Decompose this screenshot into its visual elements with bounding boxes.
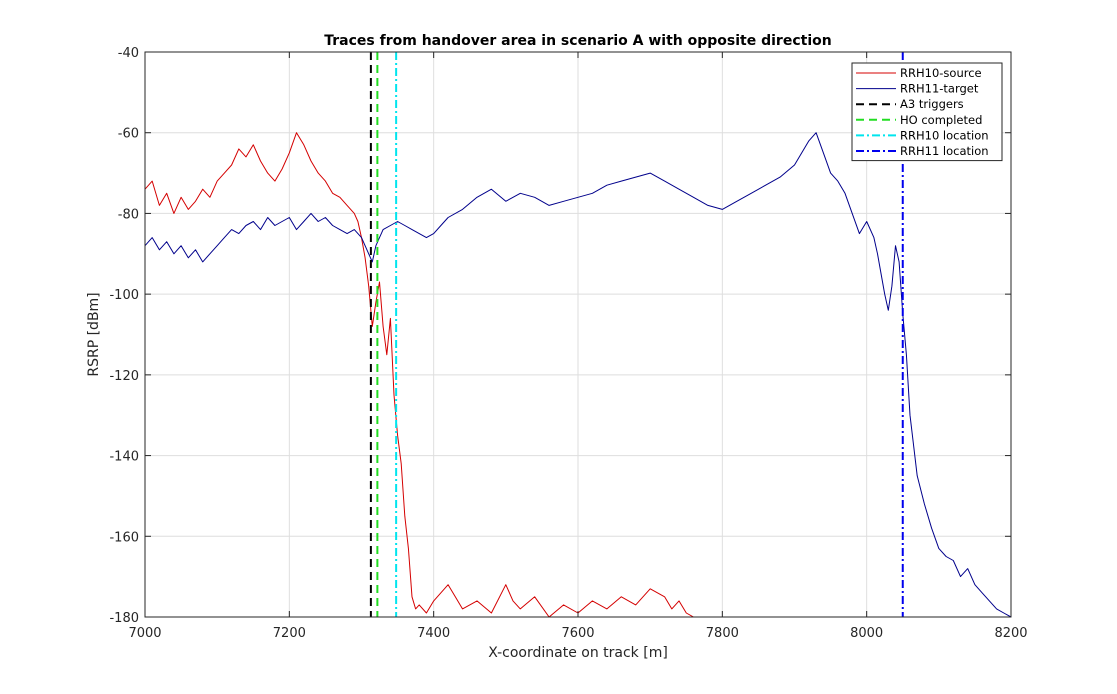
x-tick-label: 8200: [994, 626, 1027, 641]
x-tick-label: 8000: [850, 626, 883, 641]
legend-entry-label: A3 triggers: [900, 97, 964, 111]
y-tick-label: -180: [109, 611, 139, 626]
tick-labels: 7000 7200 7400 7600 7800 8000 8200 -180 -160 -140…: [109, 46, 1027, 641]
series-rrh11-target: [145, 132, 1011, 617]
legend-entry-label: RRH10-source: [900, 66, 982, 80]
y-tick-label: -120: [109, 369, 139, 384]
axes-box: [144, 51, 1012, 618]
y-axis-label: RSRP [dBm]: [86, 292, 102, 376]
legend-entry-label: HO completed: [900, 113, 982, 127]
legend-entry-label: RRH11-target: [900, 82, 979, 96]
x-tick-label: 7800: [706, 626, 739, 641]
chart-title: Traces from handover area in scenario A …: [324, 33, 831, 49]
x-tick-label: 7000: [128, 626, 161, 641]
y-tick-label: -80: [118, 207, 139, 222]
x-axis-label: X-coordinate on track [m]: [488, 645, 668, 661]
y-tick-label: -140: [109, 450, 139, 465]
legend-box: [851, 62, 1003, 162]
y-tick-label: -40: [118, 46, 139, 61]
x-tick-label: 7400: [417, 626, 450, 641]
series-rrh10-source: [145, 132, 694, 617]
legend-entry-label: RRH11 location: [900, 144, 989, 158]
x-tick-label: 7600: [561, 626, 594, 641]
x-tick-label: 7200: [273, 626, 306, 641]
axes: [144, 51, 1012, 618]
series-layer: [145, 52, 1011, 617]
y-tick-label: -160: [109, 530, 139, 545]
y-tick-label: -60: [118, 127, 139, 142]
legend-entry-label: RRH10 location: [900, 128, 989, 142]
y-tick-label: -100: [109, 288, 139, 303]
